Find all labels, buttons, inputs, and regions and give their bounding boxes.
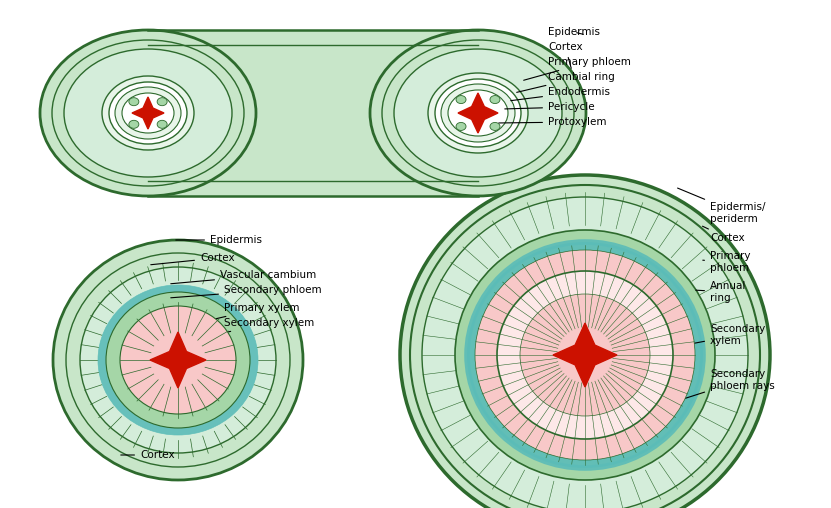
Ellipse shape (106, 292, 250, 428)
Polygon shape (132, 97, 164, 129)
Text: Cortex: Cortex (150, 253, 234, 265)
Text: Epidermis/
periderm: Epidermis/ periderm (677, 188, 765, 224)
Ellipse shape (435, 79, 521, 147)
Ellipse shape (157, 98, 167, 106)
Ellipse shape (520, 294, 650, 416)
Text: Secondary xylem: Secondary xylem (170, 318, 314, 344)
Ellipse shape (475, 250, 695, 460)
Ellipse shape (66, 253, 290, 467)
Text: Pericycle: Pericycle (504, 102, 595, 112)
Ellipse shape (490, 96, 500, 104)
Ellipse shape (456, 122, 466, 131)
Ellipse shape (122, 93, 174, 133)
Ellipse shape (490, 122, 500, 131)
Ellipse shape (115, 87, 181, 139)
Text: Secondary phloem: Secondary phloem (170, 285, 322, 298)
Ellipse shape (157, 120, 167, 129)
Ellipse shape (109, 82, 187, 144)
Ellipse shape (98, 285, 258, 435)
Polygon shape (148, 30, 478, 196)
Text: Annual
ring: Annual ring (696, 281, 746, 303)
Ellipse shape (53, 240, 303, 480)
Ellipse shape (120, 306, 236, 414)
Ellipse shape (441, 84, 515, 142)
Text: Cortex: Cortex (120, 450, 175, 460)
Text: Secondary
phloem rays: Secondary phloem rays (682, 369, 774, 399)
Ellipse shape (102, 76, 194, 150)
Polygon shape (150, 332, 206, 388)
Ellipse shape (422, 197, 748, 508)
Text: Primary phloem: Primary phloem (524, 57, 631, 80)
Text: Primary
phloem: Primary phloem (703, 251, 750, 273)
Ellipse shape (467, 242, 703, 468)
Ellipse shape (400, 175, 770, 508)
Ellipse shape (52, 40, 244, 186)
Ellipse shape (448, 90, 508, 136)
Text: Cortex: Cortex (702, 226, 745, 243)
Ellipse shape (497, 271, 673, 439)
Text: Protoxylem: Protoxylem (499, 117, 607, 127)
Ellipse shape (370, 30, 586, 196)
Text: Endodermis: Endodermis (511, 87, 610, 101)
Text: Vascular cambium: Vascular cambium (170, 270, 317, 284)
Ellipse shape (428, 73, 528, 153)
Ellipse shape (455, 230, 715, 480)
Ellipse shape (129, 120, 139, 129)
Ellipse shape (80, 267, 276, 453)
Ellipse shape (64, 49, 232, 177)
Text: Cambial ring: Cambial ring (517, 72, 615, 92)
Text: Epidermis: Epidermis (176, 235, 262, 245)
Text: Epidermis: Epidermis (548, 27, 600, 37)
Text: Secondary
xylem: Secondary xylem (688, 324, 765, 346)
Polygon shape (458, 93, 498, 133)
Polygon shape (553, 323, 617, 387)
Ellipse shape (410, 185, 760, 508)
Ellipse shape (456, 96, 466, 104)
Ellipse shape (129, 98, 139, 106)
Text: Primary xylem: Primary xylem (170, 303, 299, 329)
Ellipse shape (40, 30, 256, 196)
Ellipse shape (394, 49, 562, 177)
Text: Cortex: Cortex (548, 42, 583, 68)
Ellipse shape (382, 40, 574, 186)
